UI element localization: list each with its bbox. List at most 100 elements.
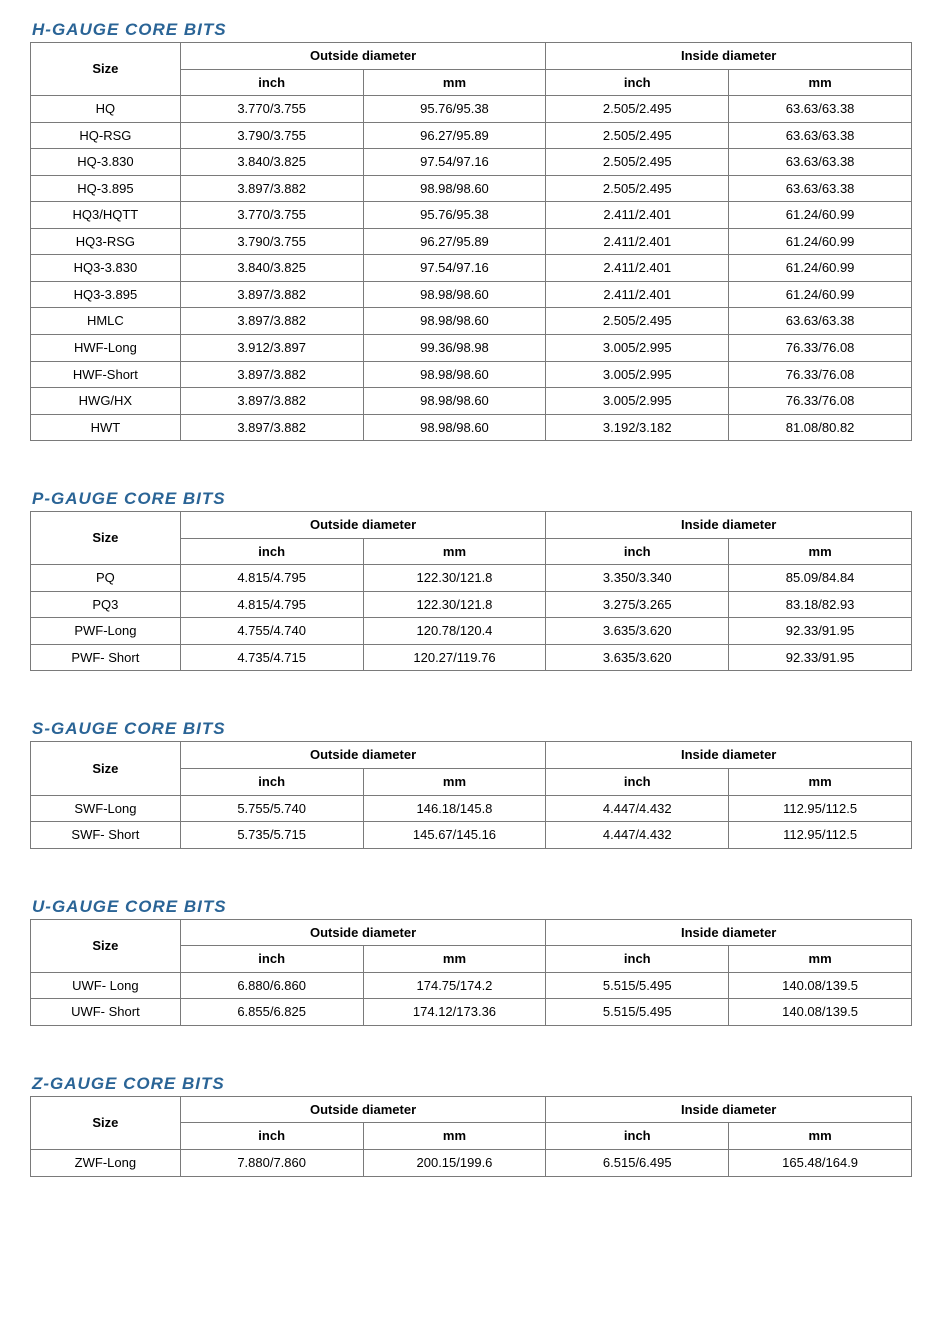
table-cell: 81.08/80.82 <box>729 414 912 441</box>
col-inside: Inside diameter <box>546 919 912 946</box>
table-cell: 61.24/60.99 <box>729 255 912 282</box>
table-cell: 7.880/7.860 <box>180 1149 363 1176</box>
col-out-mm: mm <box>363 769 546 796</box>
col-in-mm: mm <box>729 769 912 796</box>
table-cell: 98.98/98.60 <box>363 414 546 441</box>
section: Z-GAUGE CORE BITSSizeOutside diameterIns… <box>30 1074 912 1177</box>
table-row: HWT3.897/3.88298.98/98.603.192/3.18281.0… <box>31 414 912 441</box>
table-cell: 98.98/98.60 <box>363 308 546 335</box>
table-cell: PWF-Long <box>31 618 181 645</box>
table-cell: 4.815/4.795 <box>180 591 363 618</box>
section-title: S-GAUGE CORE BITS <box>32 719 912 739</box>
table-row: SWF- Short5.735/5.715145.67/145.164.447/… <box>31 822 912 849</box>
section: S-GAUGE CORE BITSSizeOutside diameterIns… <box>30 719 912 848</box>
table-row: PWF-Long4.755/4.740120.78/120.43.635/3.6… <box>31 618 912 645</box>
table-cell: 63.63/63.38 <box>729 122 912 149</box>
table-row: SWF-Long5.755/5.740146.18/145.84.447/4.4… <box>31 795 912 822</box>
table-cell: ZWF-Long <box>31 1149 181 1176</box>
table-cell: 140.08/139.5 <box>729 999 912 1026</box>
table-cell: 3.005/2.995 <box>546 388 729 415</box>
table-cell: HQ-3.895 <box>31 175 181 202</box>
table-row: HQ-3.8953.897/3.88298.98/98.602.505/2.49… <box>31 175 912 202</box>
spec-table: SizeOutside diameterInside diameterinchm… <box>30 919 912 1026</box>
table-row: UWF- Long6.880/6.860174.75/174.25.515/5.… <box>31 972 912 999</box>
table-cell: HQ <box>31 96 181 123</box>
table-cell: 120.78/120.4 <box>363 618 546 645</box>
table-cell: 3.350/3.340 <box>546 565 729 592</box>
col-inside: Inside diameter <box>546 742 912 769</box>
table-row: HQ3-3.8303.840/3.82597.54/97.162.411/2.4… <box>31 255 912 282</box>
table-cell: 3.897/3.882 <box>180 175 363 202</box>
table-cell: HWF-Long <box>31 335 181 362</box>
table-cell: 76.33/76.08 <box>729 361 912 388</box>
table-cell: 98.98/98.60 <box>363 388 546 415</box>
table-cell: 63.63/63.38 <box>729 96 912 123</box>
table-row: HMLC3.897/3.88298.98/98.602.505/2.49563.… <box>31 308 912 335</box>
table-cell: 4.735/4.715 <box>180 644 363 671</box>
table-cell: 92.33/91.95 <box>729 618 912 645</box>
table-cell: 174.75/174.2 <box>363 972 546 999</box>
table-cell: 3.005/2.995 <box>546 335 729 362</box>
col-out-mm: mm <box>363 946 546 973</box>
table-cell: 3.840/3.825 <box>180 255 363 282</box>
table-cell: 61.24/60.99 <box>729 281 912 308</box>
col-size: Size <box>31 919 181 972</box>
table-cell: 4.447/4.432 <box>546 822 729 849</box>
section-title: U-GAUGE CORE BITS <box>32 897 912 917</box>
table-cell: 3.635/3.620 <box>546 618 729 645</box>
table-cell: 61.24/60.99 <box>729 228 912 255</box>
section: P-GAUGE CORE BITSSizeOutside diameterIns… <box>30 489 912 671</box>
table-cell: HMLC <box>31 308 181 335</box>
table-cell: HQ-3.830 <box>31 149 181 176</box>
table-cell: 3.275/3.265 <box>546 591 729 618</box>
table-cell: 3.897/3.882 <box>180 308 363 335</box>
table-cell: 3.897/3.882 <box>180 414 363 441</box>
table-cell: 97.54/97.16 <box>363 255 546 282</box>
table-cell: 2.505/2.495 <box>546 308 729 335</box>
col-out-mm: mm <box>363 1123 546 1150</box>
table-cell: 4.755/4.740 <box>180 618 363 645</box>
table-cell: 200.15/199.6 <box>363 1149 546 1176</box>
section: U-GAUGE CORE BITSSizeOutside diameterIns… <box>30 897 912 1026</box>
col-out-inch: inch <box>180 1123 363 1150</box>
table-cell: HWT <box>31 414 181 441</box>
table-cell: 120.27/119.76 <box>363 644 546 671</box>
section: H-GAUGE CORE BITSSizeOutside diameterIns… <box>30 20 912 441</box>
table-cell: 98.98/98.60 <box>363 175 546 202</box>
table-cell: 63.63/63.38 <box>729 308 912 335</box>
col-in-inch: inch <box>546 1123 729 1150</box>
section-title: Z-GAUGE CORE BITS <box>32 1074 912 1094</box>
table-cell: SWF- Short <box>31 822 181 849</box>
table-cell: HQ3-RSG <box>31 228 181 255</box>
table-cell: 97.54/97.16 <box>363 149 546 176</box>
table-cell: 4.447/4.432 <box>546 795 729 822</box>
table-cell: 98.98/98.60 <box>363 281 546 308</box>
table-row: HQ3.770/3.75595.76/95.382.505/2.49563.63… <box>31 96 912 123</box>
table-cell: 2.411/2.401 <box>546 228 729 255</box>
table-cell: 4.815/4.795 <box>180 565 363 592</box>
table-cell: 3.897/3.882 <box>180 281 363 308</box>
table-cell: 122.30/121.8 <box>363 565 546 592</box>
spec-table: SizeOutside diameterInside diameterinchm… <box>30 741 912 848</box>
table-cell: 2.411/2.401 <box>546 202 729 229</box>
table-cell: HQ3/HQTT <box>31 202 181 229</box>
table-cell: 6.855/6.825 <box>180 999 363 1026</box>
table-cell: 98.98/98.60 <box>363 361 546 388</box>
table-cell: 2.411/2.401 <box>546 281 729 308</box>
page-root: H-GAUGE CORE BITSSizeOutside diameterIns… <box>30 20 912 1177</box>
section-title: P-GAUGE CORE BITS <box>32 489 912 509</box>
table-cell: 3.897/3.882 <box>180 388 363 415</box>
section-title: H-GAUGE CORE BITS <box>32 20 912 40</box>
col-in-mm: mm <box>729 1123 912 1150</box>
table-cell: 3.790/3.755 <box>180 122 363 149</box>
table-cell: 165.48/164.9 <box>729 1149 912 1176</box>
table-cell: 3.897/3.882 <box>180 361 363 388</box>
table-row: HWF-Short3.897/3.88298.98/98.603.005/2.9… <box>31 361 912 388</box>
col-size: Size <box>31 43 181 96</box>
col-out-inch: inch <box>180 69 363 96</box>
col-size: Size <box>31 1096 181 1149</box>
col-out-mm: mm <box>363 538 546 565</box>
col-outside: Outside diameter <box>180 1096 546 1123</box>
col-out-inch: inch <box>180 769 363 796</box>
col-size: Size <box>31 512 181 565</box>
